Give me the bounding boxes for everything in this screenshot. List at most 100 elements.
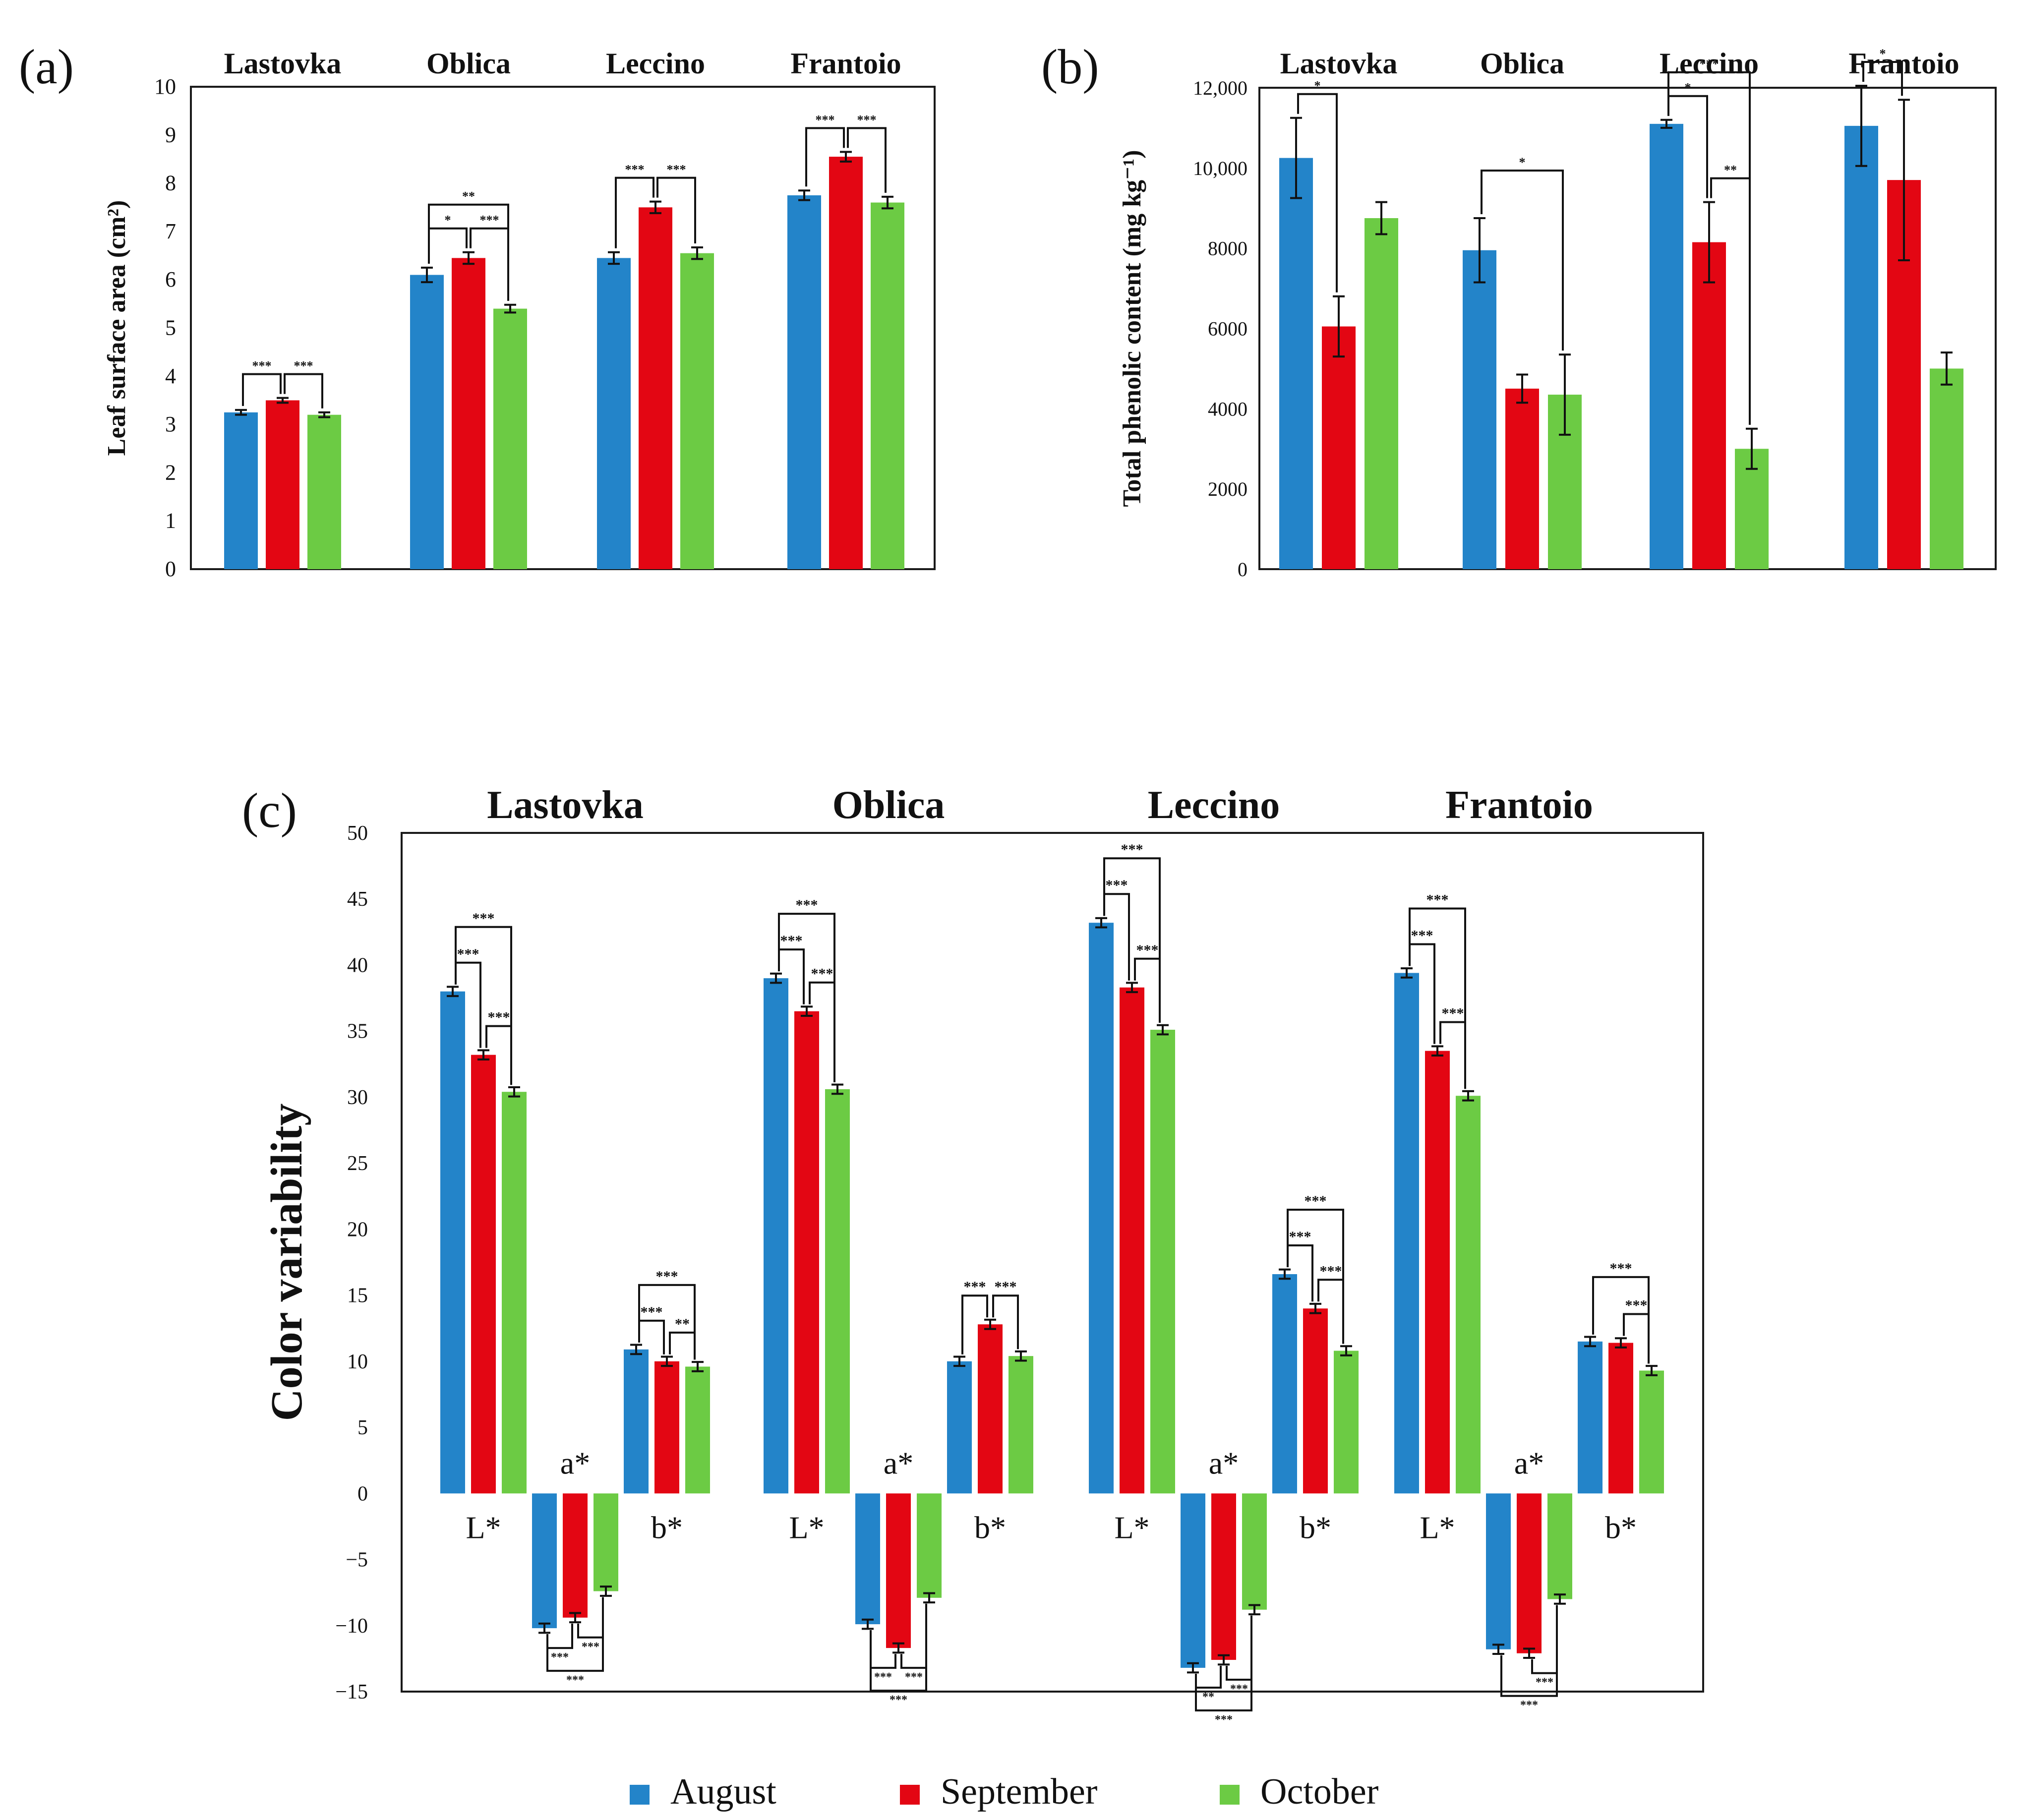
bar-leccino-a-october <box>1242 1493 1267 1610</box>
error-bar-oblica-b-august <box>953 1355 965 1367</box>
panel-a-leaf-surface-area: (a) 0 1 2 3 4 5 6 7 8 9 10 Leaf surface area (cm²) La… <box>19 39 936 581</box>
panel-label: (a) <box>19 39 74 94</box>
error-bar-leccino-l-september <box>1126 982 1138 994</box>
bar-lastovka-b-september <box>654 1361 679 1494</box>
significance-frantoio-l-1-2-label: *** <box>1442 1005 1464 1022</box>
significance-oblica-0-1-label: * <box>445 213 451 228</box>
error-bar-frantoio-l-september <box>1431 1045 1443 1057</box>
y-tick-label-3: 0 <box>357 1482 368 1505</box>
significance-lastovka-l-1-2-label: *** <box>488 1009 510 1026</box>
error-bar-frantoio-a-october <box>1554 1593 1566 1605</box>
error-bar-oblica-l-august <box>770 972 782 984</box>
y-tick-label-1: −10 <box>335 1615 368 1638</box>
error-bar-oblica-august <box>1474 217 1485 284</box>
category-label-oblica: Oblica <box>426 47 511 80</box>
significance-lastovka-b-0-2 <box>638 1284 696 1360</box>
error-bar-leccino-august <box>1661 118 1672 129</box>
bar-leccino-l-august <box>1089 923 1114 1494</box>
y-tick-label-2: 4000 <box>1208 398 1247 420</box>
significance-lastovka-a-1-2-label: *** <box>582 1641 599 1653</box>
legend-swatch-october <box>1220 1785 1240 1805</box>
significance-frantoio-a-1-2-label: *** <box>1536 1676 1553 1689</box>
significance-oblica-b-0-1-label: *** <box>964 1279 986 1295</box>
significance-frantoio-b-0-2-label: *** <box>1610 1260 1632 1277</box>
significance-frantoio-l-0-2 <box>1409 907 1466 1089</box>
bar-lastovka-august <box>224 412 258 569</box>
significance-oblica-0-2 <box>428 203 509 301</box>
significance-leccino-1-2 <box>656 176 696 244</box>
component-label-leccino-l: L* <box>1114 1510 1149 1545</box>
bar-frantoio-september <box>829 157 863 570</box>
bar-lastovka-l-august <box>440 991 465 1494</box>
y-tick-label-9: 30 <box>347 1086 368 1109</box>
error-bar-lastovka-september <box>1333 295 1345 358</box>
error-bar-frantoio-september <box>840 151 852 163</box>
error-bar-frantoio-b-october <box>1646 1365 1658 1376</box>
significance-oblica-l-0-2 <box>778 913 835 1082</box>
significance-oblica-b-1-2-label: *** <box>995 1279 1017 1295</box>
component-label-frantoio-a: a* <box>1514 1445 1544 1480</box>
error-bar-frantoio-august <box>1855 84 1867 167</box>
significance-frantoio-a-0-2-label: *** <box>1520 1699 1538 1712</box>
y-tick-label-6: 12,000 <box>1193 77 1247 99</box>
bar-frantoio-b-august <box>1578 1341 1603 1494</box>
error-bar-leccino-l-october <box>1157 1024 1169 1036</box>
error-bar-oblica-a-august <box>862 1618 874 1630</box>
bar-leccino-a-august <box>1181 1493 1205 1668</box>
significance-lastovka-a-0-2-label: *** <box>566 1674 584 1687</box>
error-bar-lastovka-l-september <box>477 1049 489 1060</box>
significance-lastovka-1-2 <box>284 373 323 409</box>
bar-oblica-l-september <box>794 1011 819 1494</box>
y-tick-label-4: 8000 <box>1208 237 1247 260</box>
significance-lastovka-a-0-1-label: *** <box>551 1651 569 1664</box>
bar-oblica-b-september <box>978 1324 1003 1494</box>
y-axis-label: Leaf surface area (cm²) <box>103 200 131 456</box>
plot-frame <box>1258 87 1997 570</box>
category-label-leccino: Leccino <box>1660 47 1759 80</box>
significance-frantoio-b-0-2 <box>1592 1276 1650 1364</box>
significance-frantoio-1-2 <box>847 127 887 193</box>
significance-leccino-l-0-1-label: *** <box>1106 877 1128 893</box>
bar-leccino-b-september <box>1303 1308 1328 1494</box>
legend-label-september: September <box>941 1771 1097 1812</box>
significance-leccino-0-1-label: *** <box>625 163 645 177</box>
significance-oblica-l-0-1-label: *** <box>780 933 803 949</box>
y-tick-label-3: 6000 <box>1208 318 1247 340</box>
error-bar-oblica-l-october <box>831 1083 843 1095</box>
error-bar-oblica-a-october <box>923 1592 935 1604</box>
error-bar-leccino-august <box>608 251 620 265</box>
category-label-leccino: Leccino <box>1148 783 1280 827</box>
significance-oblica-0-2-label: ** <box>462 189 475 204</box>
significance-leccino-b-0-2 <box>1287 1208 1344 1344</box>
error-bar-lastovka-l-august <box>447 986 459 998</box>
y-tick-label-9: 9 <box>165 122 176 147</box>
error-bar-lastovka-october <box>318 411 330 418</box>
plot-frame <box>190 86 936 570</box>
significance-oblica-0-2-label: * <box>1519 155 1526 170</box>
y-tick-label-7: 7 <box>165 219 176 243</box>
error-bar-oblica-september <box>463 251 475 265</box>
error-bar-lastovka-a-august <box>538 1622 550 1634</box>
error-bar-oblica-september <box>1516 373 1528 404</box>
significance-frantoio-0-1 <box>1862 60 1903 96</box>
error-bar-oblica-a-september <box>892 1642 904 1654</box>
y-axis-label: Total phenolic content (mg kg⁻¹) <box>1118 150 1146 507</box>
error-bar-lastovka-august <box>1290 117 1302 199</box>
bar-lastovka-l-october <box>502 1092 527 1494</box>
significance-lastovka-b-0-2-label: *** <box>656 1268 678 1285</box>
bar-frantoio-august <box>787 195 821 569</box>
significance-frantoio-0-1-label: *** <box>816 113 835 127</box>
bar-frantoio-b-october <box>1639 1370 1664 1494</box>
bar-oblica-l-october <box>825 1089 850 1494</box>
significance-oblica-b-0-1 <box>961 1294 988 1354</box>
bar-oblica-b-october <box>1009 1356 1033 1494</box>
significance-leccino-0-2-label: *** <box>1700 57 1719 71</box>
significance-lastovka-l-0-2-label: *** <box>473 910 495 927</box>
significance-leccino-b-0-2-label: *** <box>1305 1193 1327 1209</box>
error-bar-oblica-october <box>504 303 516 314</box>
category-label-frantoio: Frantoio <box>790 47 901 80</box>
error-bar-leccino-a-october <box>1248 1604 1260 1616</box>
significance-oblica-b-1-2 <box>992 1294 1019 1350</box>
y-tick-label-1: 2000 <box>1208 478 1247 500</box>
y-tick-label-11: 40 <box>347 954 368 977</box>
